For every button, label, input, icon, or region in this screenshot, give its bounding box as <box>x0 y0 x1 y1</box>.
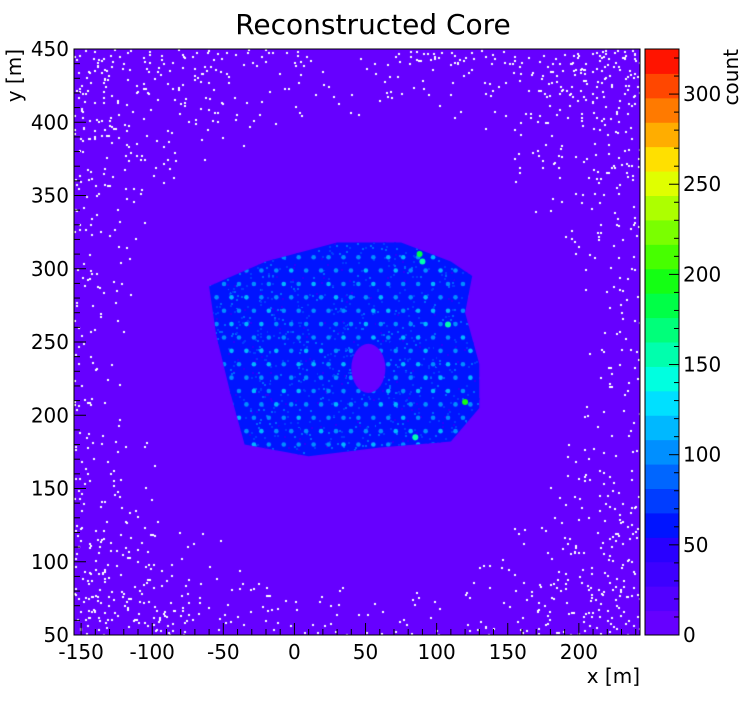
color-scale-band <box>645 268 679 294</box>
color-scale-band <box>645 415 679 441</box>
x-tick-label: -100 <box>130 640 175 664</box>
z-axis-label: count <box>719 49 743 106</box>
x-tick-label: 200 <box>560 640 598 664</box>
x-axis: -150 -100 -50 0 50 100 150 200 <box>58 623 637 664</box>
color-scale-band <box>645 146 679 172</box>
color-scale-band <box>645 610 679 636</box>
color-scale <box>644 48 680 636</box>
color-scale-band <box>645 293 679 319</box>
x-tick-label: 0 <box>288 640 301 664</box>
color-scale-band <box>645 439 679 465</box>
z-tick-label: 300 <box>683 82 721 106</box>
color-scale-band <box>645 219 679 245</box>
color-scale-band <box>645 366 679 392</box>
y-tick-label: 450 <box>31 37 69 61</box>
color-scale-band <box>645 171 679 196</box>
z-axis: 0 50 100 150 200 250 300 <box>669 57 721 647</box>
color-scale-band <box>645 122 679 148</box>
x-tick-label: 100 <box>418 640 456 664</box>
y-tick-label: 100 <box>31 550 69 574</box>
plot-area <box>74 49 640 635</box>
color-scale-band <box>645 586 679 612</box>
x-tick-label: -50 <box>207 640 240 664</box>
heatmap-image <box>74 49 640 635</box>
x-axis-label: x [m] <box>587 664 640 688</box>
x-tick-label: 50 <box>353 640 378 664</box>
y-tick-label: 200 <box>31 403 69 427</box>
z-tick-label: 200 <box>683 262 721 286</box>
color-scale-band <box>645 561 679 587</box>
color-scale-band <box>645 317 679 343</box>
y-tick-label: 150 <box>31 477 69 501</box>
x-tick-label: 150 <box>489 640 527 664</box>
color-scale-band <box>645 97 679 123</box>
color-scale-band <box>645 464 679 489</box>
color-scale-band <box>645 49 679 74</box>
z-tick-label: 0 <box>683 623 696 647</box>
color-scale-frame <box>644 48 680 636</box>
y-axis-label: y [m] <box>2 49 26 102</box>
z-tick-label: 250 <box>683 172 721 196</box>
color-scale-band <box>645 73 679 99</box>
y-tick-label: 400 <box>31 110 69 134</box>
z-tick-label: 100 <box>683 443 721 467</box>
color-scale-band <box>645 342 679 367</box>
z-tick-label: 50 <box>683 533 708 557</box>
color-scale-band <box>645 244 679 270</box>
y-tick-label: 50 <box>44 623 69 647</box>
chart-title: Reconstructed Core <box>235 8 511 41</box>
color-scale-band <box>645 537 679 563</box>
y-tick-label: 250 <box>31 330 69 354</box>
color-scale-band <box>645 390 679 416</box>
y-tick-label: 300 <box>31 257 69 281</box>
z-tick-label: 150 <box>683 353 721 377</box>
y-tick-label: 350 <box>31 184 69 208</box>
x-tick-label: -150 <box>58 640 103 664</box>
y-axis: 50 100 150 200 250 300 350 400 450 <box>31 37 86 647</box>
color-scale-band <box>645 488 679 514</box>
color-scale-band <box>645 195 679 221</box>
color-scale-band <box>645 512 679 538</box>
